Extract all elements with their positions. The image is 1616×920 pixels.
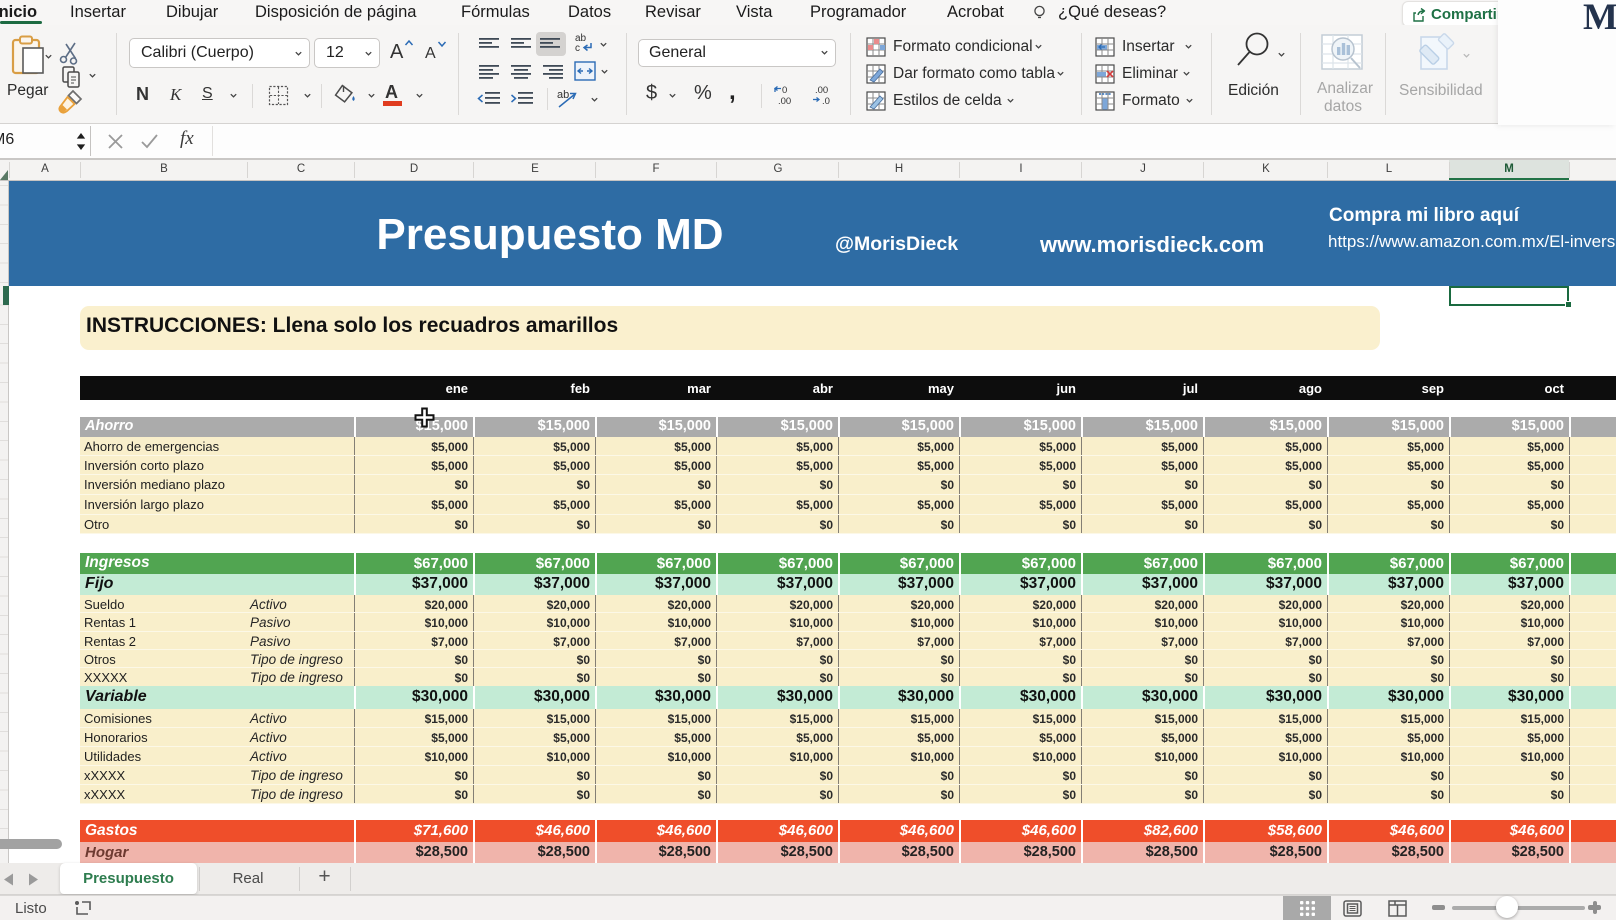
svg-text:.00: .00 xyxy=(815,85,828,96)
svg-text:ab: ab xyxy=(575,33,587,44)
svg-text:.0: .0 xyxy=(822,96,830,106)
svg-text:c: c xyxy=(575,43,580,54)
svg-text:0: 0 xyxy=(782,85,787,96)
svg-text:.00: .00 xyxy=(778,96,791,106)
svg-text:ab: ab xyxy=(557,89,569,101)
